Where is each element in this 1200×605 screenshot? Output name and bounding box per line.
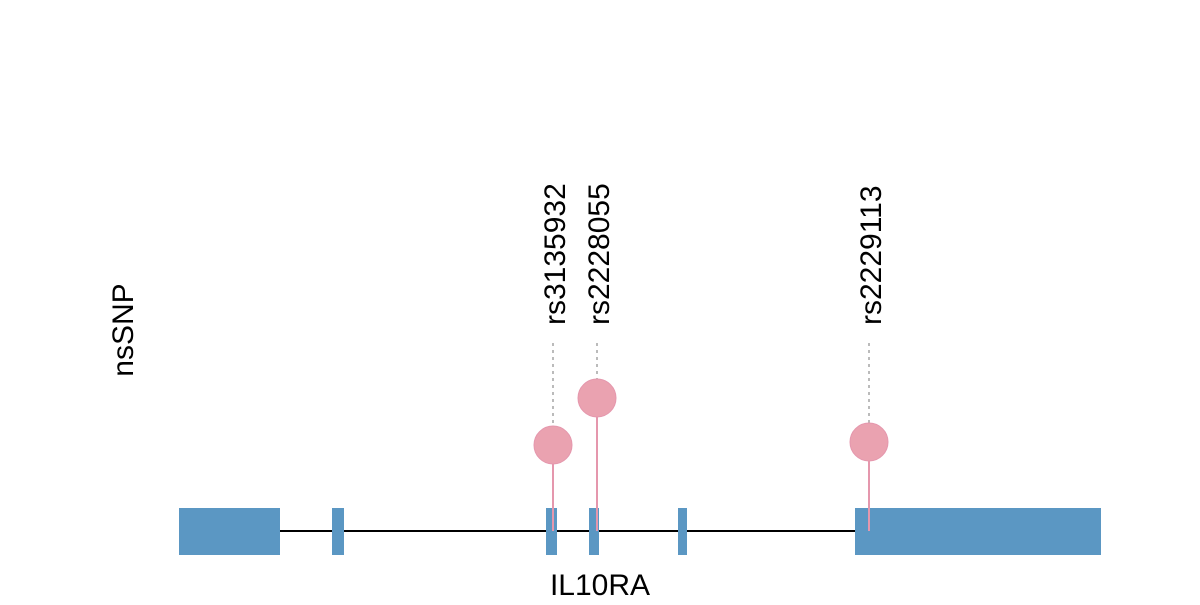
snp-label: rs3135932 [539,183,572,325]
exon [179,508,280,555]
snp: rs2229113 [849,185,889,531]
snp-marker [577,378,617,418]
snp-label: rs2229113 [855,185,888,325]
snp: rs3135932 [533,183,573,531]
track-label: nsSNP [107,283,140,376]
exon [678,508,687,555]
exon [332,508,344,555]
snp-marker [533,425,573,465]
gene-name: IL10RA [550,569,650,600]
exon [546,508,557,555]
exon [589,508,599,555]
snp-label: rs2228055 [583,183,616,325]
exon [855,508,1101,555]
snp: rs2228055 [577,183,617,531]
snp-marker [849,422,889,462]
exons [179,508,1101,555]
